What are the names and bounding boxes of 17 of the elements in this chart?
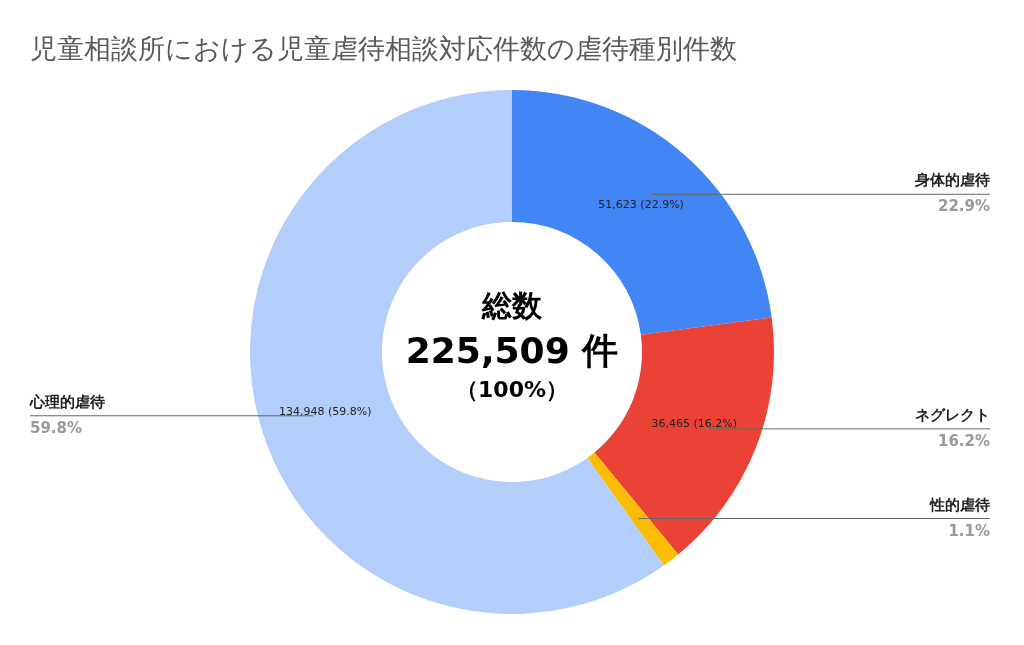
text: 59.8%: [30, 418, 83, 437]
chart-title: 児童相談所における児童虐待相談対応件数の虐待種別件数: [30, 33, 737, 64]
text: 22.9%: [937, 197, 990, 216]
slice-label: 性的虐待: [929, 495, 990, 514]
data-label: 36,465 (16.2%): [651, 416, 738, 430]
donut-slice: [587, 452, 679, 566]
text: （100%）: [456, 377, 568, 402]
slice-label: 身体的虐待: [914, 171, 990, 190]
text: 225,509 件: [405, 330, 619, 371]
donut-slice: [512, 90, 772, 335]
data-label: 51,623 (22.9%): [598, 197, 684, 211]
text: 16.2%: [937, 431, 990, 450]
text: 1.1%: [948, 521, 990, 540]
slice-label: ネグレクト: [915, 405, 990, 424]
slice-label: 心理的虐待: [29, 392, 105, 411]
text: 総数: [481, 288, 543, 323]
data-label: 134,948 (59.8%): [279, 404, 372, 418]
